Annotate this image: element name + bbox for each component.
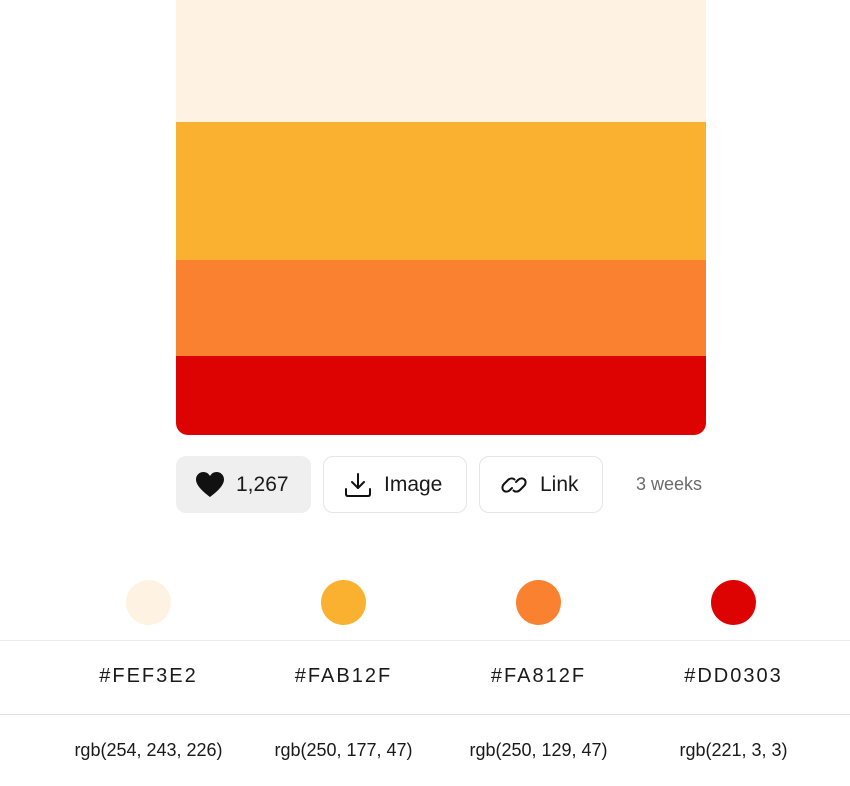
color-dot[interactable] bbox=[516, 580, 561, 625]
color-rgb[interactable]: rgb(250, 177, 47) bbox=[274, 740, 413, 760]
color-swatch-list: #FEF3E2 rgb(254, 243, 226) #FAB12F rgb(2… bbox=[0, 560, 850, 786]
palette-stripe-1[interactable] bbox=[176, 0, 706, 122]
copy-link-button[interactable]: Link bbox=[479, 456, 603, 513]
color-swatch-2: #FAB12F rgb(250, 177, 47) bbox=[246, 560, 441, 786]
link-button-label: Link bbox=[540, 472, 579, 496]
color-swatch-1: #FEF3E2 rgb(254, 243, 226) bbox=[51, 560, 246, 786]
like-button[interactable]: 1,267 bbox=[176, 456, 311, 513]
link-icon bbox=[500, 472, 528, 498]
color-dot[interactable] bbox=[321, 580, 366, 625]
palette-stripe-2[interactable] bbox=[176, 122, 706, 260]
color-rgb[interactable]: rgb(250, 129, 47) bbox=[469, 740, 608, 760]
divider bbox=[0, 640, 850, 641]
color-rgb[interactable]: rgb(221, 3, 3) bbox=[679, 740, 788, 760]
download-icon bbox=[344, 472, 372, 498]
palette-stripe-3[interactable] bbox=[176, 260, 706, 356]
download-image-button[interactable]: Image bbox=[323, 456, 467, 513]
palette-age: 3 weeks bbox=[636, 474, 703, 494]
color-swatch-4: #DD0303 rgb(221, 3, 3) bbox=[636, 560, 831, 786]
color-hex[interactable]: #FAB12F bbox=[294, 665, 393, 687]
image-button-label: Image bbox=[384, 472, 443, 496]
color-hex[interactable]: #FA812F bbox=[490, 665, 587, 687]
color-dot[interactable] bbox=[126, 580, 171, 625]
like-count: 1,267 bbox=[236, 472, 289, 496]
color-swatch-3: #FA812F rgb(250, 129, 47) bbox=[441, 560, 636, 786]
palette-stripe-4[interactable] bbox=[176, 356, 706, 435]
color-hex[interactable]: #DD0303 bbox=[684, 665, 783, 687]
color-rgb[interactable]: rgb(254, 243, 226) bbox=[74, 740, 223, 760]
heart-icon bbox=[195, 471, 225, 498]
divider bbox=[0, 714, 850, 715]
palette-preview bbox=[176, 0, 706, 435]
color-hex[interactable]: #FEF3E2 bbox=[99, 665, 198, 687]
color-dot[interactable] bbox=[711, 580, 756, 625]
